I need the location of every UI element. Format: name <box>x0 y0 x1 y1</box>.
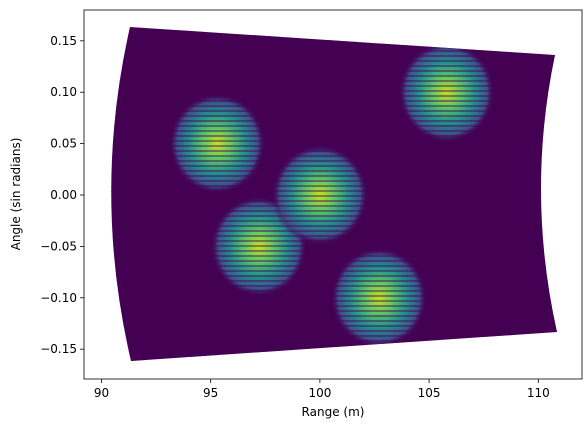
x-tick-label: 110 <box>527 386 550 400</box>
y-tick-label: −0.10 <box>40 291 77 305</box>
x-tick-label: 100 <box>308 386 331 400</box>
x-tick-label: 105 <box>418 386 441 400</box>
y-tick-label: −0.05 <box>40 239 77 253</box>
y-axis-label: Angle (sin radians) <box>9 138 23 251</box>
y-tick-label: 0.15 <box>50 34 77 48</box>
intensity-map <box>111 27 557 361</box>
scan-lines <box>111 27 557 361</box>
x-tick-label: 90 <box>94 386 109 400</box>
x-tick-label: 95 <box>203 386 218 400</box>
axes-frame <box>83 9 583 380</box>
x-axis-label: Range (m) <box>302 405 365 419</box>
y-tick-label: 0.05 <box>50 137 77 151</box>
y-tick-label: 0.00 <box>50 188 77 202</box>
y-tick-label: −0.15 <box>40 342 77 356</box>
y-tick-label: 0.10 <box>50 85 77 99</box>
